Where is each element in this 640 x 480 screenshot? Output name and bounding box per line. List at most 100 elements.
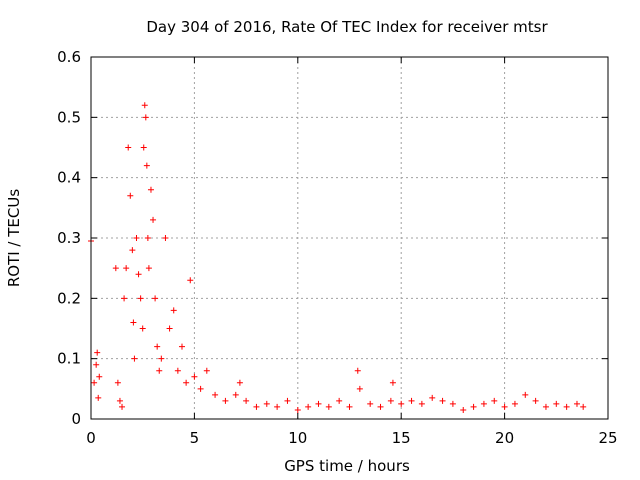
data-point — [144, 235, 151, 241]
data-point — [147, 186, 154, 193]
data-point — [212, 391, 219, 398]
data-point — [156, 367, 163, 374]
data-point — [133, 235, 140, 241]
data-point — [563, 403, 570, 410]
data-point — [346, 403, 353, 410]
data-point — [522, 391, 529, 398]
x-axis-label: GPS time / hours — [284, 457, 410, 475]
data-point — [187, 277, 194, 284]
x-tick-label: 15 — [392, 429, 411, 447]
plot-frame — [90, 56, 609, 420]
data-point — [354, 367, 361, 374]
data-point — [116, 397, 123, 404]
y-tick-label: 0.3 — [57, 229, 81, 247]
data-point — [553, 400, 560, 407]
data-point — [183, 379, 190, 386]
data-point — [145, 265, 152, 272]
data-point — [91, 379, 98, 386]
data-point — [387, 397, 394, 404]
data-point — [129, 247, 136, 254]
data-point — [150, 216, 157, 223]
data-point — [127, 192, 134, 199]
data-point — [408, 397, 415, 404]
data-point — [93, 361, 100, 368]
data-point — [112, 265, 119, 272]
data-point — [294, 406, 301, 413]
y-tick-label: 0.2 — [57, 289, 81, 307]
data-point — [284, 397, 291, 404]
data-point — [123, 265, 130, 272]
data-point — [532, 397, 539, 404]
data-point — [114, 379, 121, 386]
grid — [91, 57, 608, 419]
data-point — [580, 403, 587, 410]
data-point — [166, 325, 173, 332]
data-point — [367, 400, 374, 407]
data-point — [356, 385, 363, 392]
data-point — [439, 397, 446, 404]
data-point — [480, 400, 487, 407]
data-point — [542, 403, 549, 410]
data-point — [191, 373, 198, 380]
data-point — [573, 400, 580, 407]
data-point — [429, 394, 436, 401]
data-point — [501, 403, 508, 410]
x-tick-label: 25 — [598, 429, 617, 447]
y-tick-label: 0.1 — [57, 350, 81, 368]
data-point — [203, 367, 210, 374]
data-point — [315, 400, 322, 407]
data-point — [121, 295, 128, 302]
y-tick-label: 0 — [71, 410, 81, 428]
data-point — [94, 349, 101, 356]
data-point — [139, 325, 146, 332]
data-point — [511, 400, 518, 407]
data-point — [491, 397, 498, 404]
data-point — [119, 403, 126, 410]
data-point — [170, 307, 177, 314]
data-point — [152, 295, 159, 302]
data-point — [131, 355, 138, 362]
chart-title: Day 304 of 2016, Rate Of TEC Index for r… — [146, 18, 548, 36]
data-point — [336, 397, 343, 404]
data-point — [418, 400, 425, 407]
data-point — [140, 144, 147, 151]
data-point — [377, 403, 384, 410]
x-tick-label: 20 — [495, 429, 514, 447]
data-point — [253, 403, 260, 410]
data-point — [143, 162, 150, 169]
data-point — [305, 403, 312, 410]
data-point — [141, 102, 148, 109]
data-point — [222, 397, 229, 404]
data-point — [135, 271, 142, 278]
data-point — [130, 319, 137, 326]
data-point — [232, 391, 239, 398]
data-point — [178, 343, 185, 350]
data-point — [95, 394, 102, 401]
data-point — [398, 400, 405, 407]
y-tick-label: 0.5 — [57, 108, 81, 126]
data-point — [449, 400, 456, 407]
axis-ticks: 0 5 10 15 20 25 0 0.1 0.2 0.3 0.4 0.5 0.6 — [57, 48, 617, 447]
data-point — [263, 400, 270, 407]
x-tick-label: 5 — [190, 429, 200, 447]
x-tick-label: 0 — [86, 429, 96, 447]
data-point — [197, 385, 204, 392]
data-point — [137, 295, 144, 302]
data-point — [325, 403, 332, 410]
data-point — [460, 406, 467, 413]
data-point — [142, 114, 149, 121]
data-points — [88, 102, 587, 413]
data-point — [274, 403, 281, 410]
x-tick-label: 10 — [288, 429, 307, 447]
data-point — [162, 235, 169, 241]
data-point — [174, 367, 181, 374]
data-point — [158, 355, 165, 362]
data-point — [389, 379, 396, 386]
data-point — [236, 379, 243, 386]
y-axis-label: ROTI / TECUs — [5, 189, 23, 287]
data-point — [96, 373, 103, 380]
data-point — [125, 144, 132, 151]
data-point — [243, 397, 250, 404]
y-tick-label: 0.6 — [57, 48, 81, 66]
